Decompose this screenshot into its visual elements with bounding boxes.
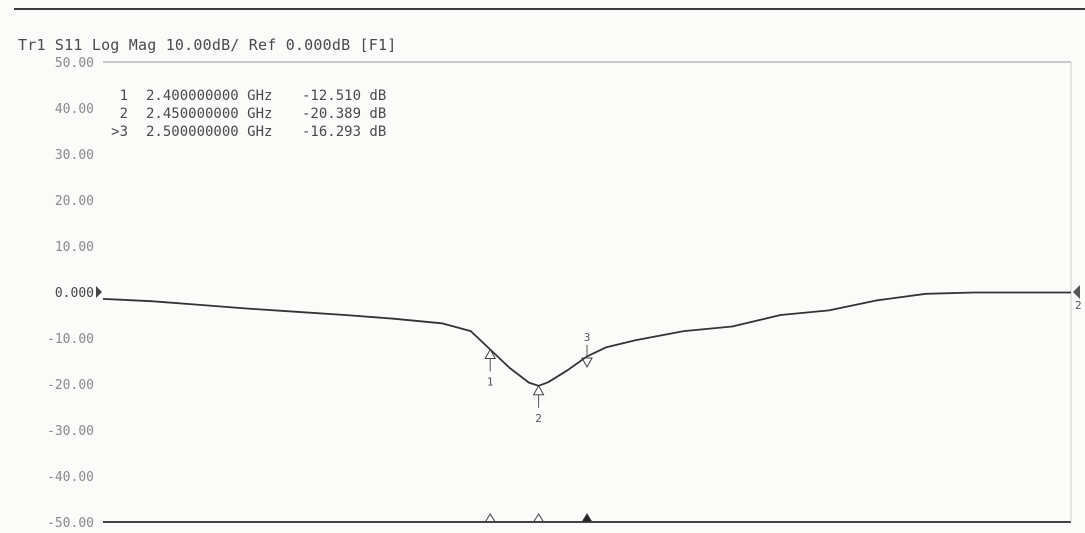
trace-header: Tr1 S11 Log Mag 10.00dB/ Ref 0.000dB [F1… xyxy=(18,36,397,54)
readout-marker-id: 2 xyxy=(120,106,128,122)
stimulus-marker-1-icon xyxy=(484,513,497,523)
y-tick-label: -30.00 xyxy=(47,424,94,439)
y-tick-label: -10.00 xyxy=(47,332,94,347)
top-border xyxy=(14,8,1085,10)
readout-marker-freq: 2.500000000 GHz xyxy=(146,124,272,140)
trace-marker-2-icon xyxy=(532,384,545,396)
trace-marker-1-label: 1 xyxy=(487,376,494,389)
markers: 1 2 3 xyxy=(484,331,593,425)
y-tick-label: 20.00 xyxy=(55,194,94,209)
y-tick-label: 30.00 xyxy=(55,148,94,163)
ref-marker-label: 2 xyxy=(1075,299,1082,312)
trace xyxy=(102,291,1071,387)
y-ticks: 50.00 40.00 30.00 20.00 10.00 0.000 -10.00 -20.… xyxy=(47,56,1082,531)
trace-marker-3-label: 3 xyxy=(584,331,591,344)
y-tick-label: -40.00 xyxy=(47,470,94,485)
trace-marker-2-label: 2 xyxy=(535,412,542,425)
stimulus-markers xyxy=(484,513,593,523)
y-tick-label: 50.00 xyxy=(55,56,94,71)
stimulus-marker-3-icon xyxy=(581,513,593,523)
y-tick-label: 10.00 xyxy=(55,240,94,255)
readout-marker-value: -12.510 dB xyxy=(302,88,386,104)
y-tick-label: 40.00 xyxy=(55,102,94,117)
y-tick-label: -20.00 xyxy=(47,378,94,393)
stimulus-marker-2-icon xyxy=(532,513,545,523)
readout-marker-id: >3 xyxy=(111,124,128,140)
ref-marker-right-icon xyxy=(1073,285,1080,299)
readout-marker-id: 1 xyxy=(120,88,128,104)
trace-line xyxy=(102,291,1071,387)
readout-marker-freq: 2.450000000 GHz xyxy=(146,106,272,122)
y-tick-label: 0.000 xyxy=(55,286,94,301)
trace-marker-3-icon xyxy=(581,357,593,368)
y-tick-label: -50.00 xyxy=(47,516,94,531)
readout-marker-freq: 2.400000000 GHz xyxy=(146,88,272,104)
marker-readout: 1 2.400000000 GHz -12.510 dB 2 2.450000000 G… xyxy=(111,88,386,140)
readout-marker-value: -20.389 dB xyxy=(302,106,386,122)
readout-marker-value: -16.293 dB xyxy=(302,124,386,140)
ref-marker-left-icon xyxy=(96,286,102,298)
